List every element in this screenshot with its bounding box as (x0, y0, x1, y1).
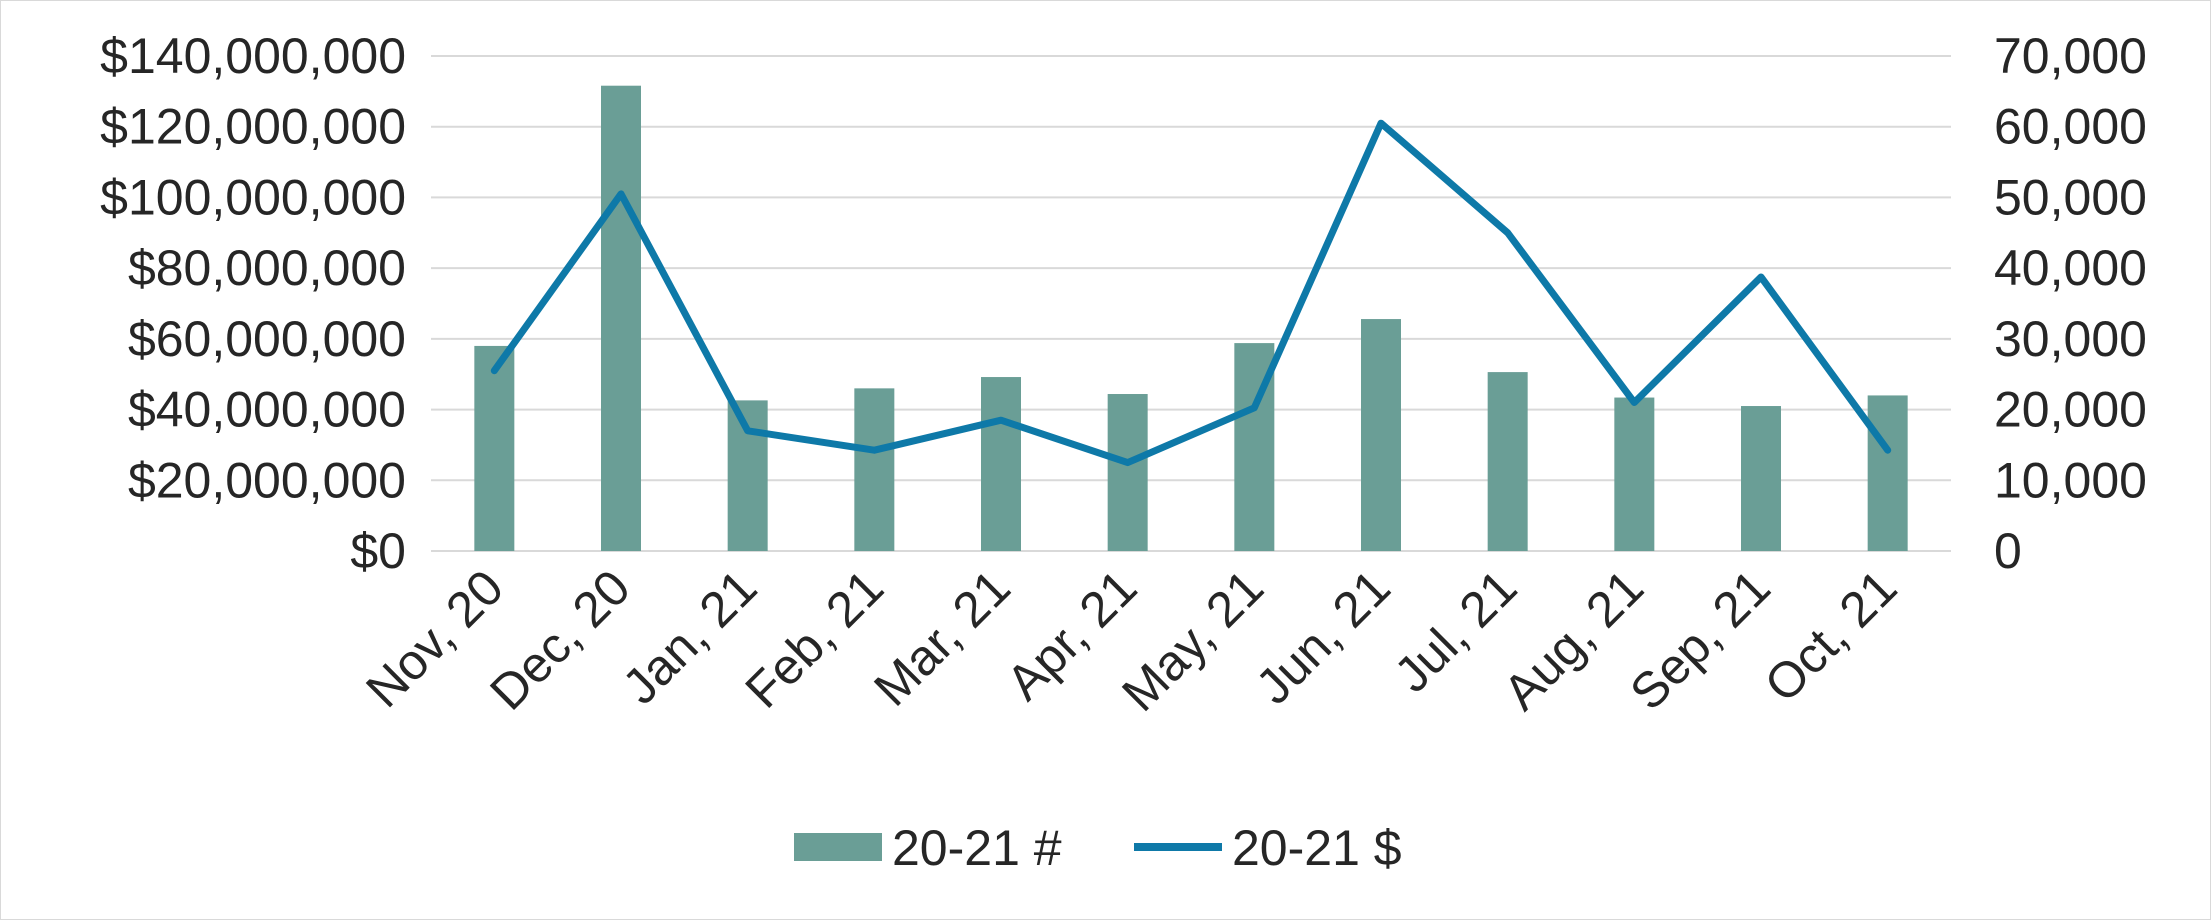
right-axis-tick-label: 70,000 (1994, 28, 2147, 84)
left-axis-tick-label: $80,000,000 (128, 240, 406, 296)
x-axis-tick-label: Mar, 21 (863, 559, 1021, 717)
left-axis-tick-label: $40,000,000 (128, 382, 406, 438)
right-axis-tick-label: 10,000 (1994, 452, 2147, 508)
left-axis-tick-label: $0 (350, 523, 406, 579)
x-axis-tick-label: Feb, 21 (735, 559, 894, 718)
bar (1108, 394, 1148, 551)
legend-label-bars: 20-21 # (892, 820, 1062, 876)
right-axis-tick-label: 20,000 (1994, 382, 2147, 438)
right-axis-tick-label: 0 (1994, 523, 2022, 579)
x-axis-tick-label: Dec, 20 (479, 559, 640, 720)
left-axis-tick-label: $120,000,000 (100, 99, 406, 155)
left-y-axis: $0 $20,000,000 $40,000,000 $60,000,000 $80,0… (100, 28, 406, 579)
bar (981, 377, 1021, 551)
gridlines (431, 56, 1951, 551)
bar (1741, 406, 1781, 551)
legend: 20-21 # 20-21 $ (794, 820, 1402, 876)
right-axis-tick-label: 60,000 (1994, 99, 2147, 155)
x-axis-tick-label: Aug, 21 (1493, 559, 1654, 720)
left-axis-tick-label: $60,000,000 (128, 311, 406, 367)
x-axis-tick-label: Sep, 21 (1619, 559, 1780, 720)
bar (474, 346, 514, 551)
left-axis-tick-label: $20,000,000 (128, 452, 406, 508)
bar (1614, 398, 1654, 551)
line-series-path (494, 123, 1887, 462)
bar (1488, 372, 1528, 551)
left-axis-tick-label: $100,000,000 (100, 169, 406, 225)
bar (1361, 319, 1401, 551)
right-y-axis: 0 10,000 20,000 30,000 40,000 50,000 60,000 70,… (1994, 28, 2147, 579)
bar (1868, 395, 1908, 551)
legend-swatch-bars (794, 833, 882, 861)
right-axis-tick-label: 40,000 (1994, 240, 2147, 296)
x-axis-tick-label: Oct, 21 (1754, 559, 1908, 713)
bar (854, 388, 894, 551)
bar (728, 400, 768, 551)
bar (601, 86, 641, 551)
legend-label-line: 20-21 $ (1232, 820, 1402, 876)
right-axis-tick-label: 50,000 (1994, 169, 2147, 225)
line-series (494, 123, 1888, 463)
left-axis-tick-label: $140,000,000 (100, 28, 406, 84)
x-axis-tick-label: May, 21 (1111, 559, 1274, 722)
x-axis-tick-label: Jun, 21 (1245, 559, 1401, 715)
right-axis-tick-label: 30,000 (1994, 311, 2147, 367)
x-axis-tick-label: Nov, 20 (355, 559, 514, 718)
x-axis-tick-label: Jan, 21 (612, 559, 768, 715)
